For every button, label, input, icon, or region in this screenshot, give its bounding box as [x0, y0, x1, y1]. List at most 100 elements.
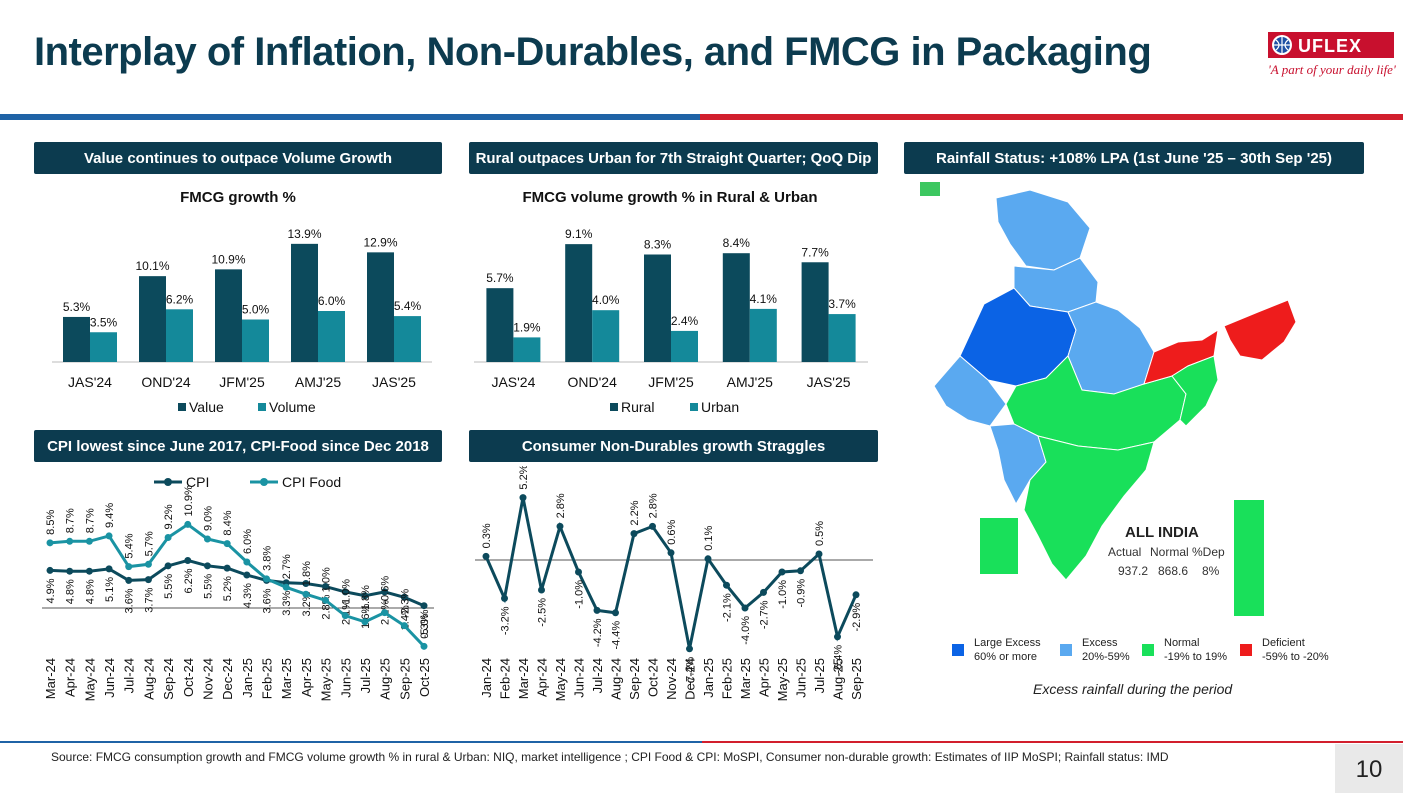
- x-tick-label: Apr-24: [63, 658, 78, 697]
- x-tick-label: Mar-25: [738, 658, 753, 699]
- x-tick-label: Aug-25: [831, 658, 846, 700]
- data-label: 4.0%: [592, 293, 620, 307]
- data-label: -7.4%: [685, 657, 697, 686]
- svg-text:Actual: Actual: [1108, 545, 1141, 559]
- data-label: 4.3%: [242, 583, 254, 608]
- data-point: [400, 622, 408, 630]
- map-region-up: [1067, 301, 1155, 395]
- x-tick-label: OND'24: [568, 374, 618, 390]
- x-tick-label: Feb-24: [498, 658, 513, 699]
- x-tick-label: Sep-24: [627, 658, 642, 700]
- data-point: [704, 555, 712, 563]
- data-point: [649, 522, 656, 530]
- data-point: [164, 533, 172, 541]
- data-point: [144, 560, 152, 568]
- data-point: [341, 588, 349, 596]
- data-point: [815, 550, 823, 558]
- data-label: 2.8%: [648, 493, 660, 518]
- map-region-odisha: [1171, 355, 1219, 427]
- data-point: [302, 579, 310, 587]
- data-label: -6.4%: [833, 645, 845, 674]
- legend-swatch: [952, 644, 964, 656]
- data-label: 5.5%: [202, 574, 214, 599]
- x-tick-label: Apr-24: [535, 658, 550, 697]
- chart-title: FMCG growth %: [180, 189, 296, 206]
- data-point: [420, 642, 428, 650]
- x-tick-label: Sep-25: [397, 658, 412, 700]
- rainfall-legend: Large Excess 60% or more Excess 20%-59% No…: [952, 636, 1352, 666]
- x-tick-label: Jun-24: [102, 658, 117, 698]
- legend-swatch: [1142, 644, 1154, 656]
- data-label: 6.2%: [166, 292, 194, 306]
- x-tick-label: Oct-24: [646, 658, 661, 697]
- data-point: [612, 609, 619, 617]
- data-label: 8.3%: [644, 237, 672, 251]
- legend-marker: [260, 478, 268, 486]
- x-tick-label: JAS'25: [807, 374, 851, 390]
- data-label: 0.1%: [703, 526, 715, 551]
- data-label: 10.9%: [183, 485, 195, 516]
- map-region-jk-ladakh: [995, 189, 1091, 271]
- x-tick-label: Jul-25: [812, 658, 827, 693]
- data-label: 8.4%: [723, 236, 751, 250]
- data-point: [66, 537, 74, 545]
- x-tick-label: Apr-25: [299, 658, 314, 697]
- data-label: 4.9%: [45, 578, 57, 603]
- data-label: -4.0%: [740, 616, 752, 645]
- x-tick-label: Jul-24: [590, 658, 605, 693]
- bar-urban: [592, 310, 620, 362]
- data-label: 5.1%: [104, 577, 116, 602]
- data-label: 2.4%: [671, 314, 699, 328]
- data-label: -5.0%: [419, 609, 431, 638]
- x-tick-label: Sep-25: [849, 658, 864, 700]
- svg-text:937.2: 937.2: [1118, 564, 1148, 578]
- data-point: [144, 576, 152, 584]
- x-tick-label: OND'24: [141, 374, 191, 390]
- data-point: [400, 593, 408, 601]
- data-point: [125, 576, 133, 584]
- x-tick-label: JAS'25: [372, 374, 416, 390]
- legend-label: CPI Food: [282, 474, 341, 490]
- data-label: 12.9%: [363, 235, 397, 249]
- uflex-logo-mark: UFLEX: [1268, 32, 1394, 58]
- data-label: 10.1%: [135, 259, 169, 273]
- x-tick-label: Mar-24: [43, 658, 58, 699]
- x-tick-label: Jan-24: [479, 658, 494, 698]
- svg-text:ALL INDIA: ALL INDIA: [1125, 524, 1199, 541]
- svg-text:UFLEX: UFLEX: [1298, 36, 1362, 56]
- data-point: [223, 564, 231, 572]
- data-point: [282, 583, 290, 591]
- x-tick-label: May-25: [775, 658, 790, 701]
- data-label: 3.7%: [828, 297, 856, 311]
- x-tick-label: Apr-25: [757, 658, 772, 697]
- data-point: [85, 567, 93, 575]
- legend-label: Rural: [621, 399, 654, 415]
- x-tick-label: Sep-24: [161, 658, 176, 700]
- india-rainfall-map: ALL INDIA Actual Normal %Dep 937.2 868.6…: [920, 182, 1297, 616]
- data-label: 0.5%: [814, 521, 826, 546]
- data-label: 6.2%: [183, 568, 195, 593]
- data-point: [686, 645, 693, 653]
- data-point: [223, 540, 231, 548]
- data-point: [243, 571, 251, 579]
- data-label: 0.3%: [481, 523, 493, 548]
- x-tick-label: Nov-24: [200, 658, 215, 700]
- x-tick-label: Jun-25: [794, 658, 809, 698]
- data-point: [46, 539, 54, 547]
- data-point: [361, 618, 369, 626]
- data-label: 2.2%: [629, 500, 641, 525]
- data-point: [263, 575, 271, 583]
- bar-rural: [644, 254, 671, 362]
- bottom-divider: [0, 741, 1403, 743]
- map-region-lakshadweep: [980, 518, 1018, 574]
- data-label: -4.2%: [592, 618, 604, 647]
- data-label: 13.9%: [287, 227, 321, 241]
- legend-label: CPI: [186, 474, 209, 490]
- x-tick-label: Oct-25: [417, 658, 432, 697]
- data-label: 3.2%: [301, 591, 313, 616]
- data-point: [482, 552, 490, 560]
- data-label: 5.2%: [518, 466, 530, 490]
- data-point: [667, 549, 675, 557]
- bar-volume: [318, 311, 345, 362]
- data-label: 5.2%: [222, 576, 234, 601]
